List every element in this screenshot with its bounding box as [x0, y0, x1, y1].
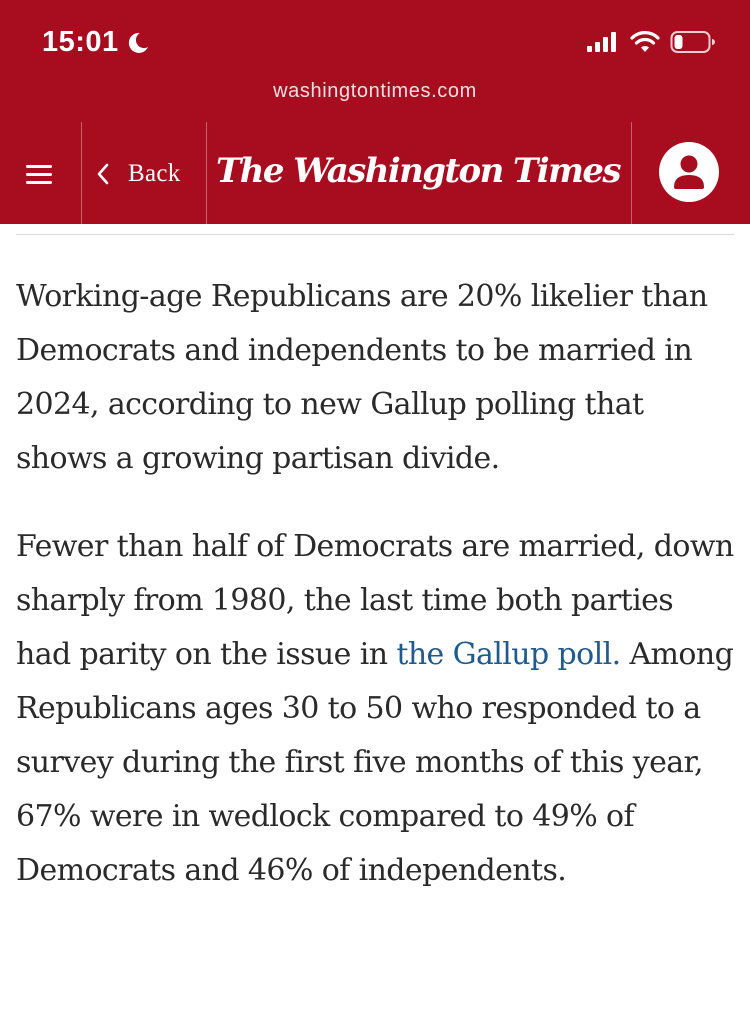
- navbar-divider: [81, 122, 82, 224]
- article-body: Working-age Republicans are 20% likelier…: [16, 270, 736, 932]
- account-button[interactable]: [659, 142, 719, 202]
- cellular-signal-icon: [587, 32, 616, 52]
- navbar-divider: [631, 122, 632, 224]
- site-navbar: Back The Washington Times: [0, 122, 750, 224]
- status-bar-indicators: [586, 30, 716, 54]
- paragraph-text: Fewer than half of Democrats are married…: [16, 529, 734, 672]
- site-logo[interactable]: The Washington Times: [216, 151, 622, 191]
- paragraph-text: Among Republicans ages 30 to 50 who resp…: [16, 637, 734, 888]
- moon-icon: [128, 32, 148, 53]
- article-paragraph: Working-age Republicans are 20% likelier…: [16, 279, 708, 476]
- wifi-icon: [630, 31, 660, 52]
- user-icon: [674, 155, 704, 189]
- address-bar-url[interactable]: washingtontimes.com: [273, 80, 477, 102]
- article-paragraph: Fewer than half of Democrats are married…: [16, 520, 736, 898]
- menu-button[interactable]: [18, 154, 62, 194]
- status-bar-time: 15:01: [42, 26, 151, 59]
- navbar-divider: [206, 122, 207, 224]
- content-divider: [16, 234, 734, 235]
- back-label: Back: [128, 160, 181, 187]
- gallup-poll-link[interactable]: the Gallup poll.: [396, 637, 621, 672]
- back-button[interactable]: Back: [94, 152, 181, 196]
- site-header: 15:01 washingtontimes.com: [0, 0, 750, 224]
- time-label: 15:01: [42, 26, 119, 58]
- hamburger-menu-icon: [26, 165, 52, 168]
- chevron-left-icon: [97, 163, 109, 185]
- battery-icon: [670, 31, 715, 53]
